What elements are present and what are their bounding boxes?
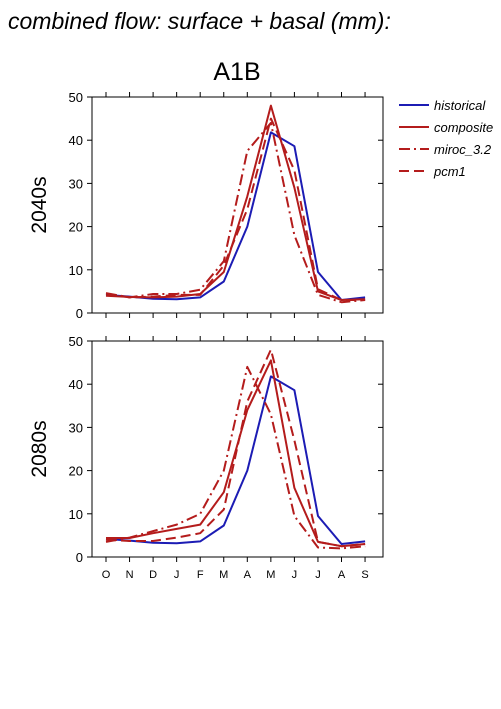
x-tick-label: A [338,569,346,581]
series-line-historical [105,375,366,545]
x-tick-label: D [149,569,157,581]
legend-label: miroc_3.2 [434,142,492,157]
x-tick-label: J [315,569,321,581]
series-line-pcm1 [105,348,366,548]
y-tick-label: 10 [69,507,83,522]
panels: 0 10 20 30 40 50 2040s 0 10 20 30 40 50 O N D J F M A M J J A S 2… [28,90,384,581]
panel-2080s: 0 10 20 30 40 50 O N D J F M A M J J A S 2080s [28,334,384,581]
chart-subtitle: A1B [213,58,260,86]
y-tick-label: 40 [69,133,83,148]
plot-frame [91,340,384,558]
series-line-pcm1 [105,117,366,301]
y-tick-label: 30 [69,176,83,191]
y-tick-label: 40 [69,377,83,392]
legend-item-historical: historical [399,98,486,113]
y-tick-label: 30 [69,420,83,435]
legend-item-pcm1: pcm1 [399,164,466,179]
series-line-composite [105,104,366,301]
series-line-miroc_3.2 [105,121,366,304]
panel-2040s: 0 10 20 30 40 50 2040s [28,90,384,321]
x-tick-label: N [126,569,134,581]
legend-label: historical [434,98,486,113]
x-tick-label: M [219,569,228,581]
x-tick-label: F [197,569,204,581]
x-tick-label: O [102,569,111,581]
x-tick-label: A [244,569,252,581]
panel-ylabel: 2080s [28,420,51,477]
y-tick-label: 0 [76,306,83,321]
panel-ylabel: 2040s [28,176,51,233]
legend-label: pcm1 [433,164,466,179]
series-line-historical [105,131,366,301]
x-tick-label: S [361,569,368,581]
legend-label: composite [434,120,493,135]
y-tick-label: 50 [69,90,83,105]
y-tick-label: 50 [69,334,83,349]
y-tick-label: 20 [69,464,83,479]
legend: historical composite miroc_3.2 pcm1 [399,98,493,179]
x-tick-label: J [292,569,298,581]
y-tick-label: 20 [69,220,83,235]
x-tick-label: J [174,569,180,581]
x-tick-label: M [266,569,275,581]
series-line-miroc_3.2 [105,365,366,550]
y-tick-label: 0 [76,550,83,565]
plot-frame [91,96,384,314]
figure-title: combined flow: surface + basal (mm): [8,8,391,34]
legend-item-miroc_3.2: miroc_3.2 [399,142,492,157]
legend-item-composite: composite [399,120,493,135]
y-tick-label: 10 [69,263,83,278]
